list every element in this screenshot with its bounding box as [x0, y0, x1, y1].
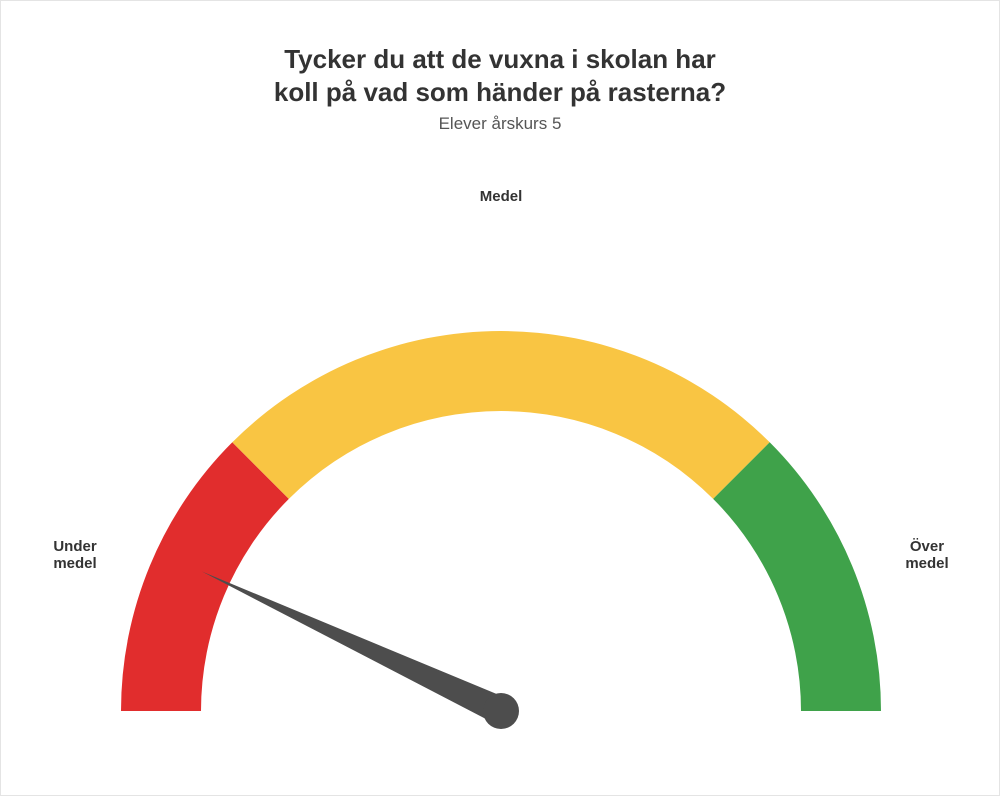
gauge-needle-hub: [483, 693, 519, 729]
gauge-container: Undermedel Medel Övermedel: [1, 151, 999, 795]
chart-title: Tycker du att de vuxna i skolan har koll…: [1, 43, 999, 108]
gauge-segment-label-0: Undermedel: [53, 538, 97, 572]
gauge-segment-2: [713, 442, 881, 711]
gauge-segment-label-2: Övermedel: [905, 538, 948, 572]
chart-frame: Tycker du att de vuxna i skolan har koll…: [0, 0, 1000, 796]
gauge-segment-0: [121, 442, 289, 711]
chart-title-line1: Tycker du att de vuxna i skolan har: [284, 44, 716, 74]
gauge-segment-label-1: Medel: [480, 188, 523, 205]
chart-title-line2: koll på vad som händer på rasterna?: [274, 77, 726, 107]
gauge-needle: [202, 572, 507, 724]
gauge-svg: Undermedel Medel Övermedel: [1, 151, 1000, 791]
chart-subtitle: Elever årskurs 5: [1, 114, 999, 134]
gauge-segment-1: [232, 331, 769, 499]
